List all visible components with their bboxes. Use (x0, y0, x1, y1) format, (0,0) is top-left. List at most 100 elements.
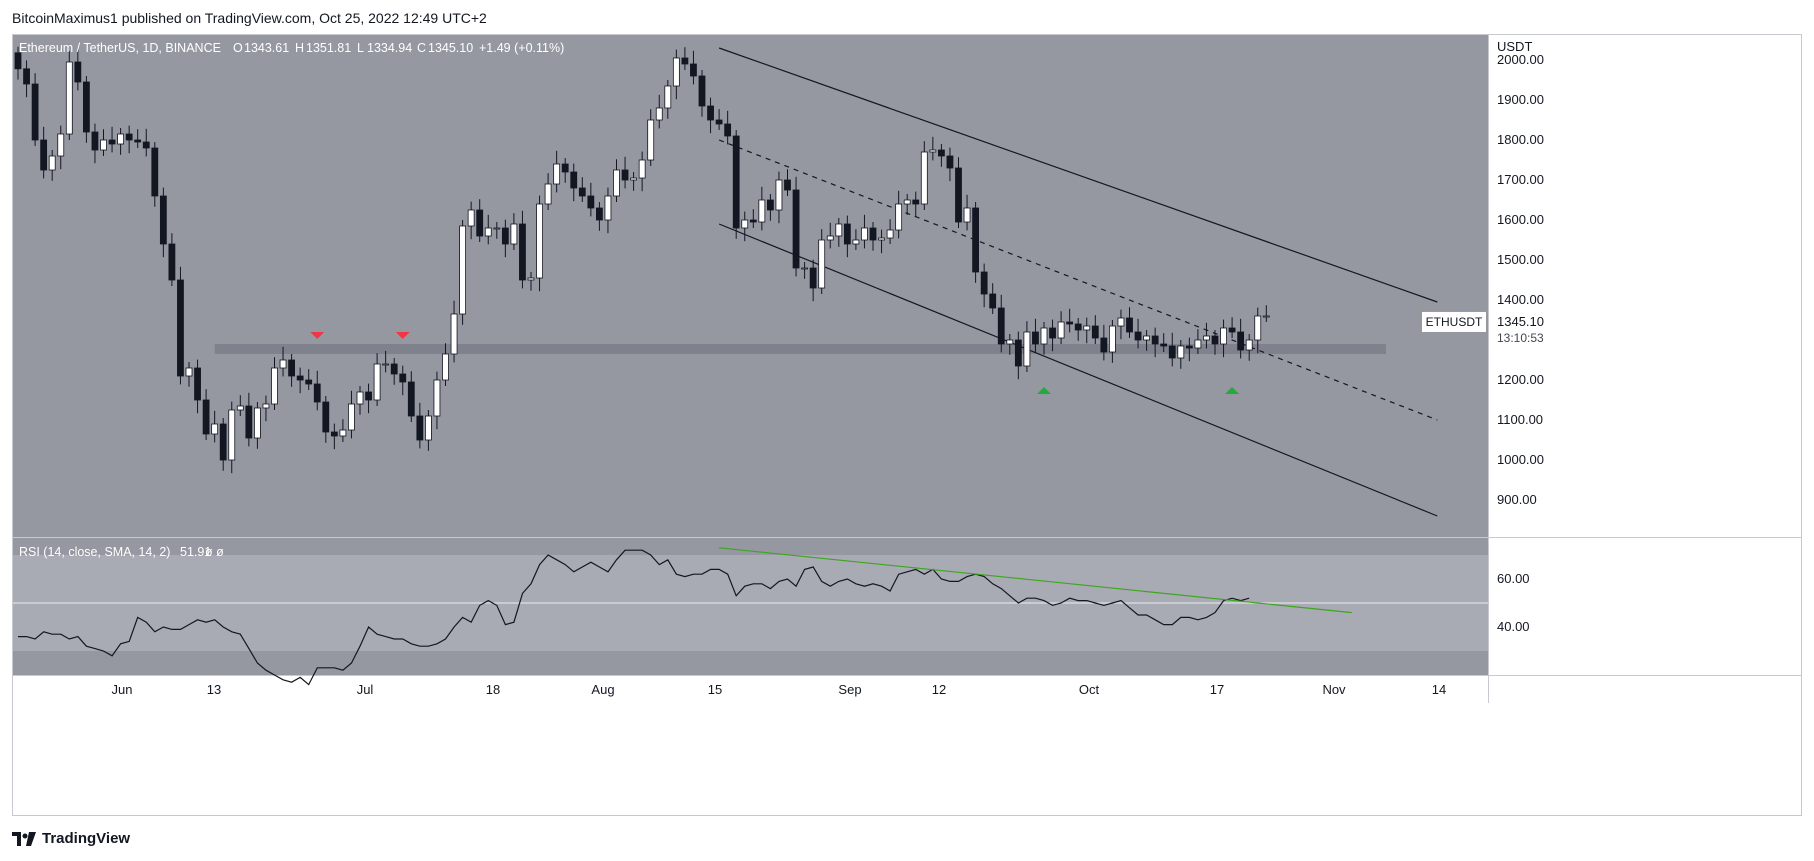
tradingview-logo[interactable]: TradingView (12, 830, 130, 847)
candle-down[interactable] (1185, 345, 1193, 349)
candle-down[interactable] (1100, 337, 1108, 353)
candle-up[interactable] (1177, 345, 1185, 359)
candle-down[interactable] (83, 81, 90, 133)
candle-up[interactable] (1006, 339, 1014, 345)
candle-up[interactable] (903, 199, 911, 205)
candle-up[interactable] (835, 223, 843, 237)
candle-up[interactable] (1220, 327, 1227, 345)
candle-down[interactable] (365, 391, 372, 401)
candle-down[interactable] (578, 187, 586, 197)
candle-down[interactable] (40, 139, 48, 171)
rsi-trendline[interactable] (719, 547, 1352, 614)
candle-down[interactable] (1211, 335, 1219, 345)
candle-up[interactable] (467, 209, 475, 227)
candle-up[interactable] (920, 151, 928, 205)
candle-up[interactable] (279, 359, 287, 369)
candle-up[interactable] (1117, 317, 1125, 327)
support-zone[interactable] (214, 344, 1386, 354)
candle-down[interactable] (715, 119, 723, 125)
candle-down[interactable] (912, 199, 920, 205)
candle-up[interactable] (185, 367, 193, 377)
candle-down[interactable] (23, 68, 30, 85)
candle-down[interactable] (938, 149, 945, 157)
candle-up[interactable] (852, 239, 860, 245)
candle-up[interactable] (373, 363, 381, 401)
candle-down[interactable] (732, 135, 740, 229)
candle-down[interactable] (946, 155, 954, 169)
candle-up[interactable] (339, 429, 347, 437)
candle-down[interactable] (596, 207, 603, 221)
candle-down[interactable] (681, 57, 689, 65)
candle-down[interactable] (809, 267, 817, 289)
candle-down[interactable] (1168, 345, 1176, 359)
candle-down[interactable] (698, 75, 706, 107)
candle-up[interactable] (459, 225, 467, 315)
last-price-badge[interactable] (1490, 311, 1568, 348)
candle-up[interactable] (801, 267, 808, 270)
candle-down[interactable] (168, 243, 176, 281)
candle-up[interactable] (48, 155, 56, 171)
candle-up[interactable] (1083, 325, 1091, 331)
candle-down[interactable] (1151, 335, 1159, 345)
candle-up[interactable] (1203, 335, 1210, 341)
candle-up[interactable] (878, 237, 885, 241)
candle-up[interactable] (262, 403, 270, 409)
candle-up[interactable] (613, 169, 620, 197)
candle-down[interactable] (108, 139, 116, 145)
candle-up[interactable] (1023, 331, 1031, 367)
candle-up[interactable] (604, 195, 612, 221)
candle-down[interactable] (869, 227, 877, 241)
candle-down[interactable] (91, 131, 99, 151)
candle-down[interactable] (519, 223, 526, 281)
candle-down[interactable] (288, 359, 296, 377)
rsi-line[interactable] (18, 549, 1250, 686)
resistance-marker[interactable] (395, 332, 410, 339)
candle-up[interactable] (638, 159, 646, 179)
candle-up[interactable] (895, 203, 903, 231)
candle-down[interactable] (561, 163, 569, 173)
candle-down[interactable] (587, 195, 595, 209)
candle-down[interactable] (74, 61, 82, 83)
candle-up[interactable] (861, 227, 868, 241)
candle-up[interactable] (510, 223, 518, 245)
candle-up[interactable] (775, 179, 783, 211)
candle-down[interactable] (1049, 327, 1056, 339)
candle-up[interactable] (65, 61, 73, 135)
candle-down[interactable] (690, 63, 697, 77)
candle-down[interactable] (784, 179, 791, 191)
candle-down[interactable] (570, 171, 578, 189)
candle-up[interactable] (442, 353, 449, 381)
candle-down[interactable] (997, 307, 1005, 345)
candle-down[interactable] (501, 227, 509, 245)
candle-up[interactable] (1194, 339, 1202, 349)
candle-up[interactable] (536, 203, 543, 279)
last-symbol-badge[interactable] (1422, 311, 1486, 332)
candle-up[interactable] (493, 227, 501, 230)
candle-down[interactable] (194, 367, 201, 401)
candle-down[interactable] (407, 381, 415, 417)
candle-down[interactable] (390, 363, 398, 375)
candle-down[interactable] (767, 199, 774, 211)
candle-up[interactable] (253, 407, 261, 439)
candle-up[interactable] (271, 367, 278, 405)
candle-up[interactable] (826, 235, 834, 241)
candle-down[interactable] (955, 167, 962, 223)
candle-down[interactable] (980, 271, 988, 295)
candle-up[interactable] (527, 277, 535, 281)
candle-up[interactable] (886, 229, 894, 239)
candle-down[interactable] (330, 431, 338, 437)
candle-down[interactable] (1237, 331, 1245, 351)
candle-down[interactable] (159, 195, 167, 245)
chart-frame[interactable]: USDT 2000.00 1900.00 1800.00 1700.00 1600.00 1… (12, 34, 1802, 816)
candle-down[interactable] (1160, 343, 1168, 347)
candle-up[interactable] (1040, 327, 1048, 345)
candle-down[interactable] (972, 207, 979, 273)
candle-down[interactable] (1066, 321, 1074, 325)
candle-up[interactable] (433, 379, 441, 417)
candle-up[interactable] (963, 207, 971, 223)
candle-down[interactable] (843, 223, 851, 245)
candle-down[interactable] (305, 379, 313, 385)
support-marker[interactable] (1037, 387, 1051, 394)
candle-up[interactable] (1262, 315, 1270, 318)
